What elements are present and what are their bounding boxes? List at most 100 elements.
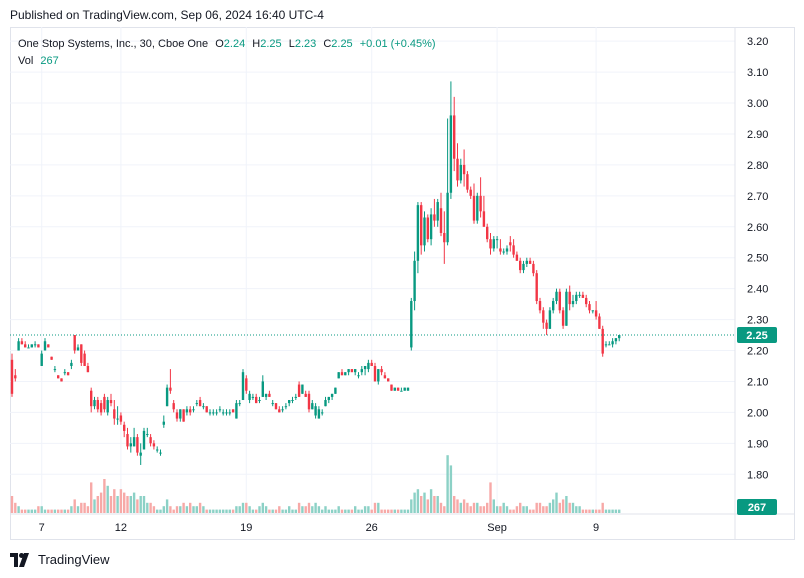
candle-body [532,263,535,274]
volume-bar [482,506,486,513]
candle-body [159,452,162,454]
volume-bar [413,492,416,513]
volume-bar [393,509,396,513]
candle-body [522,263,525,271]
y-tick-label: 2.10 [747,376,768,388]
candle-body [80,344,83,363]
volume-bar [205,509,208,513]
candle-body [542,310,545,323]
candle-body [205,406,208,413]
volume-bar [43,509,47,513]
candle-body [139,452,142,456]
volume-bar [545,506,548,513]
volume-bar [225,509,228,513]
candle-body [515,254,519,261]
volume-bar [519,502,522,513]
candle-body [231,409,235,413]
y-tick-label: 1.90 [747,438,768,450]
candle-body [179,409,182,419]
candle-body [561,310,565,326]
candle-body [495,239,499,241]
volume-bar [109,496,113,513]
volume-bar [575,506,578,513]
volume-bar [525,506,528,513]
volume-bar [443,506,446,513]
candle-body [538,301,542,311]
candle-body [400,390,403,392]
volume-bar [538,502,542,513]
volume-bar [238,506,241,513]
candle-body [611,341,614,345]
candle-body [274,403,278,410]
volume-bar [532,509,535,513]
volume-bar [258,506,261,513]
candle-body [241,372,245,401]
candle-body [24,344,27,348]
candle-body [575,294,578,302]
volume-bar [565,496,568,513]
price-chart[interactable]: 3.20 3.10 3.00 2.90 2.80 2.70 2.60 2.50 2.40 2.30… [10,27,795,540]
candle-body [340,372,344,376]
candle-body [568,291,571,305]
candle-body [614,338,618,342]
candle-body [27,347,30,349]
candle-body [152,443,156,447]
volume-bar [594,509,598,513]
candle-body [66,372,70,376]
candle-body [212,412,215,414]
candle-body [76,347,80,351]
candle-body [410,301,413,348]
candle-body [261,381,264,397]
candle-body [327,396,330,401]
candle-body [238,403,241,405]
volume-bar [314,502,317,513]
volume-bar [30,509,33,513]
volume-bar [66,509,70,513]
candle-body [555,291,558,302]
candle-body [86,365,90,373]
candle-body [499,248,502,252]
candle-body [396,387,400,391]
volume-bar [578,506,581,513]
candle-body [129,443,132,447]
candle-body [453,115,456,159]
volume-bar [96,496,99,513]
volume-bar [410,499,413,513]
volume-bar [248,506,251,513]
volume-bar [446,455,449,513]
volume-bar [327,509,330,513]
candle-body [449,115,453,193]
candle-body [70,362,73,366]
candle-body [552,301,555,311]
tradingview-brand[interactable]: TradingView [10,552,110,567]
candle-body [251,396,255,398]
volume-bar [228,509,231,513]
volume-bar [57,509,60,513]
volume-bar [502,502,505,513]
candle-body [116,418,119,420]
candle-body [439,208,443,233]
volume-bar [241,502,245,513]
volume-bar [535,502,538,513]
candle-body [367,362,370,370]
candle-body [354,369,357,373]
candle-body [591,310,594,312]
volume-bar [37,506,40,513]
volume-bar [505,506,509,513]
candle-body [370,362,373,366]
candle-body [413,260,416,302]
volume-bar [618,509,621,513]
volume-bar [568,502,571,513]
volume-bar [377,502,380,513]
candle-body [578,294,581,296]
legend-change: +0.01 (+0.45%) [359,38,436,50]
candle-body [93,400,96,407]
candle-body [304,393,307,397]
volume-bar [340,509,344,513]
candle-body [281,409,284,411]
legend-l-label: L [288,38,295,50]
volume-bar [47,509,50,513]
candle-body [284,406,288,408]
published-caption: Published on TradingView.com, Sep 06, 20… [10,8,324,22]
volume-bar [604,509,608,513]
